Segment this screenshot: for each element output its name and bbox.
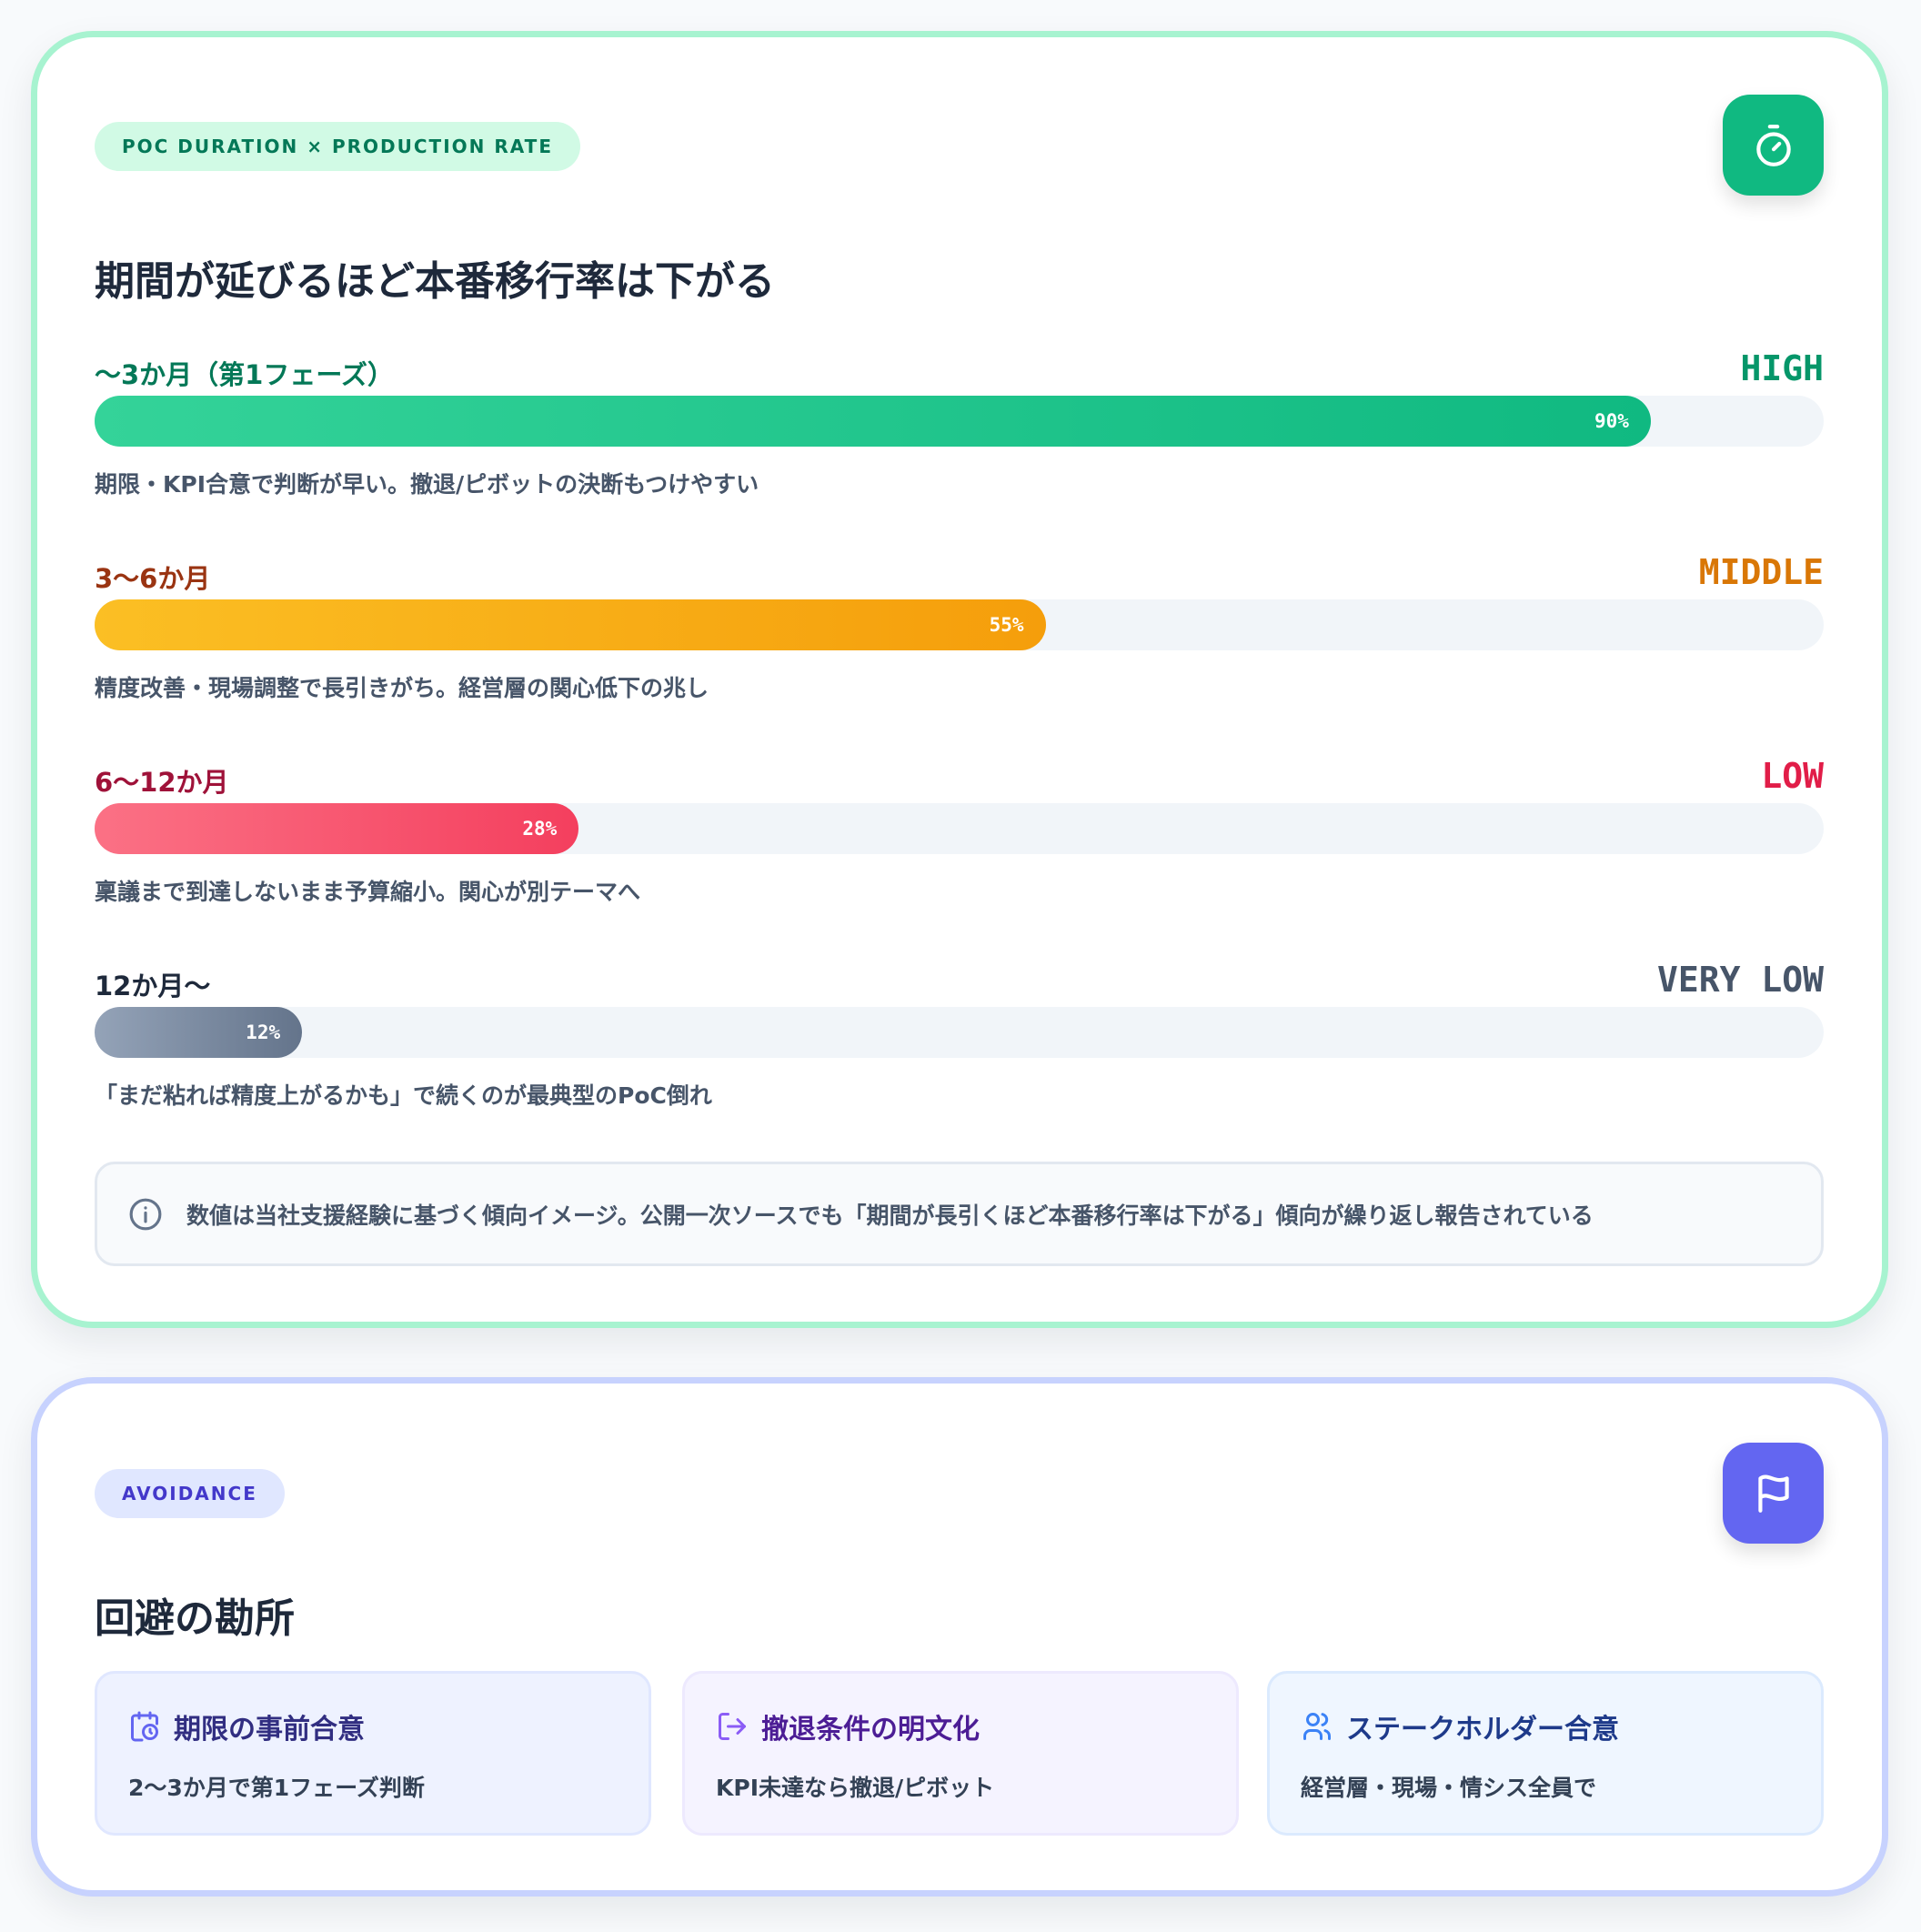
category-badge: POC DURATION × PRODUCTION RATE — [95, 122, 580, 171]
progress-track: 12% — [95, 1007, 1824, 1058]
progress-track: 28% — [95, 803, 1824, 854]
duration-desc: 稟議まで到達しないまま予算縮小。関心が別テーマへ — [95, 879, 641, 905]
page-title: 期間が延びるほど本番移行率は下がる — [95, 258, 775, 305]
percent-label: 90% — [1594, 410, 1629, 432]
tip-desc: 経営層・現場・情シス全員で — [1301, 1775, 1597, 1801]
section-title: 回避の勘所 — [95, 1595, 295, 1642]
progress-fill: 55% — [95, 599, 1046, 650]
duration-label: 6〜12か月 — [95, 767, 229, 798]
progress-fill: 12% — [95, 1007, 303, 1058]
rate-level: LOW — [1761, 756, 1824, 796]
progress-track: 55% — [95, 599, 1824, 650]
duration-desc: 「まだ粘れば精度上がるかも」で続くのが最典型のPoC倒れ — [95, 1082, 712, 1109]
duration-label: 12か月〜 — [95, 971, 211, 1001]
tip-card: 期限の事前合意 2〜3か月で第1フェーズ判断 — [95, 1671, 651, 1836]
info-note: 数値は当社支援経験に基づく傾向イメージ。公開一次ソースでも「期間が長引くほど本番… — [95, 1162, 1824, 1266]
progress-fill: 90% — [95, 396, 1651, 447]
percent-label: 12% — [246, 1021, 281, 1043]
duration-desc: 期限・KPI合意で判断が早い。撤退/ピボットの決断もつけやすい — [95, 471, 759, 498]
flag-icon — [1723, 1443, 1824, 1544]
percent-label: 28% — [522, 818, 558, 840]
info-icon — [129, 1198, 162, 1230]
duration-card: POC DURATION × PRODUCTION RATE 期間が延びるほど本… — [31, 31, 1888, 1328]
tip-desc: 2〜3か月で第1フェーズ判断 — [128, 1775, 425, 1801]
progress-track: 90% — [95, 396, 1824, 447]
note-text: 数値は当社支援経験に基づく傾向イメージ。公開一次ソースでも「期間が長引くほど本番… — [186, 1202, 1594, 1229]
percent-label: 55% — [989, 614, 1024, 636]
rate-level: HIGH — [1740, 348, 1824, 388]
tip-title: 撤退条件の明文化 — [761, 1714, 980, 1746]
tip-desc: KPI未達なら撤退/ピボット — [716, 1775, 995, 1801]
tip-card: 撤退条件の明文化 KPI未達なら撤退/ピボット — [682, 1671, 1239, 1836]
duration-label: 〜3か月（第1フェーズ） — [95, 359, 394, 390]
users-icon — [1303, 1713, 1332, 1740]
exit-icon — [719, 1713, 746, 1740]
stopwatch-icon — [1723, 95, 1824, 196]
avoidance-card: AVOIDANCE 回避の勘所 期限の事前合意 2〜3か月で第1フェーズ判断 撤… — [31, 1377, 1888, 1897]
tip-title: 期限の事前合意 — [174, 1714, 365, 1746]
rate-level: MIDDLE — [1698, 552, 1824, 592]
rate-level: VERY LOW — [1656, 960, 1824, 1000]
duration-desc: 精度改善・現場調整で長引きがち。経営層の関心低下の兆し — [95, 675, 709, 701]
tip-card: ステークホルダー合意 経営層・現場・情シス全員で — [1267, 1671, 1824, 1836]
calendar-clock-icon — [131, 1711, 158, 1742]
tip-title: ステークホルダー合意 — [1346, 1714, 1619, 1746]
category-badge: AVOIDANCE — [95, 1469, 285, 1518]
progress-fill: 28% — [95, 803, 579, 854]
duration-label: 3〜6か月 — [95, 563, 211, 594]
